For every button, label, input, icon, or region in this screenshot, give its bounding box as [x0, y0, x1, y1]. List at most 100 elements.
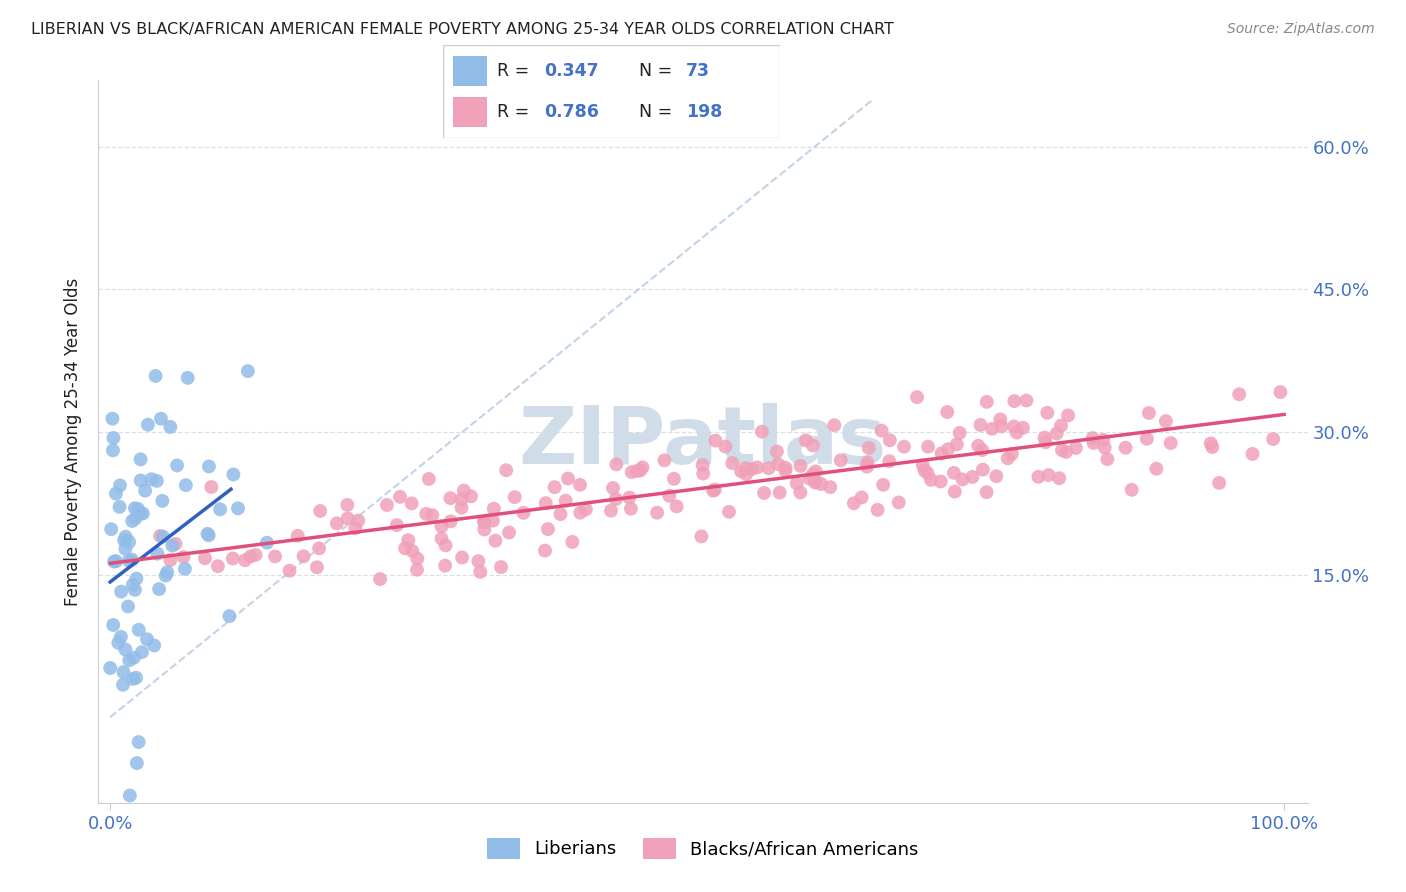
Point — [789, 485, 811, 500]
Point — [434, 538, 457, 552]
Point — [141, 472, 163, 486]
Point — [1097, 452, 1119, 467]
Point — [917, 440, 939, 454]
Point — [125, 756, 148, 770]
Point — [121, 514, 143, 528]
Point — [620, 501, 643, 516]
Point — [561, 535, 583, 549]
Point — [470, 565, 492, 579]
Point — [209, 502, 232, 516]
Point — [305, 560, 328, 574]
Point — [794, 434, 817, 448]
Point — [628, 463, 651, 477]
Point — [534, 543, 557, 558]
Point — [866, 503, 889, 517]
Point — [856, 459, 879, 474]
Point — [569, 506, 592, 520]
Point — [654, 453, 676, 467]
Point — [734, 461, 756, 475]
Point — [146, 547, 169, 561]
Point — [605, 458, 627, 472]
Point — [735, 467, 758, 482]
Point — [569, 477, 592, 491]
Point — [842, 496, 865, 510]
Point — [851, 491, 873, 505]
Point — [1227, 387, 1250, 401]
Point — [751, 425, 773, 439]
Point — [111, 678, 134, 692]
Point — [308, 541, 330, 556]
Point — [233, 553, 256, 567]
Point — [103, 555, 125, 569]
Point — [799, 471, 821, 485]
Point — [375, 498, 398, 512]
Point — [121, 553, 143, 567]
Text: 198: 198 — [686, 103, 723, 121]
Point — [174, 478, 197, 492]
Point — [415, 507, 437, 521]
Point — [631, 460, 654, 475]
Point — [804, 464, 827, 478]
Point — [124, 511, 146, 525]
Point — [474, 515, 496, 529]
Point — [534, 496, 557, 510]
Point — [143, 639, 166, 653]
Point — [718, 505, 741, 519]
Point — [110, 630, 132, 644]
Point — [703, 483, 725, 497]
Point — [1241, 447, 1264, 461]
Point — [872, 478, 894, 492]
Point — [988, 412, 1011, 426]
Bar — [453, 97, 486, 127]
Point — [439, 491, 461, 506]
Point — [600, 503, 623, 517]
Point — [134, 483, 156, 498]
Point — [1270, 385, 1292, 400]
Point — [118, 653, 141, 667]
Point — [129, 452, 152, 467]
Point — [472, 523, 495, 537]
Point — [658, 489, 681, 503]
Point — [990, 419, 1012, 434]
Point — [554, 493, 576, 508]
Point — [879, 434, 901, 448]
Point — [537, 522, 560, 536]
Point — [856, 456, 879, 470]
Text: ZIPatlas: ZIPatlas — [519, 402, 887, 481]
Point — [218, 609, 240, 624]
Point — [264, 549, 287, 564]
Point — [159, 553, 181, 567]
Point — [105, 554, 128, 568]
Point — [602, 481, 624, 495]
Point — [893, 440, 915, 454]
Point — [626, 464, 648, 478]
Point — [103, 618, 125, 632]
Point — [503, 490, 526, 504]
Point — [752, 486, 775, 500]
Point — [1094, 441, 1116, 455]
Point — [118, 535, 141, 549]
Point — [887, 495, 910, 509]
Point — [159, 420, 181, 434]
Point — [368, 572, 391, 586]
Point — [976, 395, 998, 409]
Point — [149, 411, 172, 425]
Point — [747, 460, 769, 475]
Point — [911, 458, 934, 472]
Point — [972, 462, 994, 476]
Point — [114, 642, 136, 657]
Point — [820, 480, 842, 494]
Point — [472, 515, 495, 529]
Point — [396, 533, 419, 548]
Point — [430, 532, 453, 546]
Point — [236, 364, 259, 378]
Point — [575, 502, 598, 516]
Point — [453, 483, 475, 498]
Point — [1046, 426, 1069, 441]
Point — [704, 434, 727, 448]
Point — [336, 498, 359, 512]
Point — [605, 491, 627, 506]
Point — [406, 551, 429, 566]
Point — [557, 471, 579, 485]
Point — [766, 444, 789, 458]
